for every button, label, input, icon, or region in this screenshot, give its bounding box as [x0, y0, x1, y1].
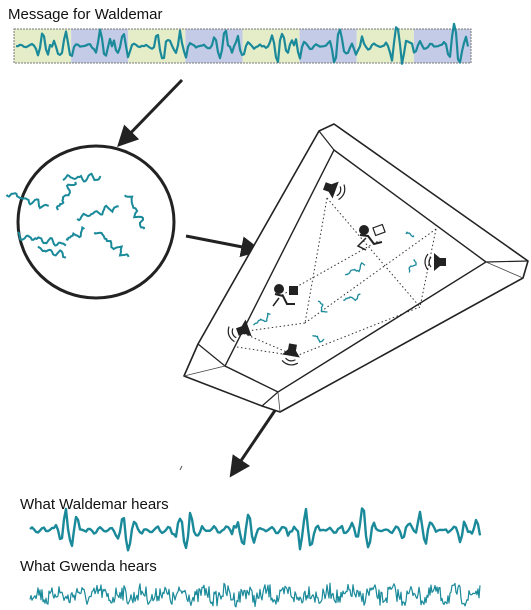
message-title: Message for Waldemar	[8, 6, 163, 23]
wave-fragment	[62, 172, 102, 183]
wave-fragment	[55, 181, 78, 211]
wave-fragment	[17, 231, 67, 247]
speaker-icon	[322, 181, 346, 201]
wave-fragment	[37, 245, 67, 259]
wave-fragment	[5, 192, 50, 210]
room-waveform	[405, 231, 415, 238]
person-with-laptop-icon	[272, 284, 298, 307]
sound-paths	[236, 197, 437, 357]
gwenda-waveform	[29, 582, 481, 608]
message-bar	[13, 22, 472, 65]
speaker-icon	[227, 319, 252, 343]
speaker-icon	[424, 253, 446, 271]
person-with-laptop-icon	[356, 223, 386, 251]
arrow-to-room	[185, 234, 263, 258]
gwenda-hears-label: What Gwenda hears	[20, 558, 157, 575]
waldemar-hears-label: What Waldemar hears	[20, 496, 169, 513]
speaker-icon	[281, 343, 300, 366]
wave-fragment	[124, 194, 146, 230]
arrow-to-output	[229, 405, 280, 478]
room-waveform	[408, 259, 417, 273]
wave-fragments	[5, 172, 146, 259]
waldemar-waveform	[29, 507, 482, 552]
wave-fragment	[93, 231, 130, 258]
room-waveforms	[253, 231, 417, 343]
message-waveform	[15, 22, 470, 65]
room-illustration	[183, 123, 529, 413]
room-waveform	[344, 262, 366, 276]
room-waveform	[343, 293, 361, 302]
wave-fragment	[76, 204, 119, 222]
circle-of-wave-fragments	[5, 144, 176, 300]
room-waveform	[312, 335, 325, 343]
arrow-to-circle	[117, 78, 184, 148]
room-waveform	[253, 312, 271, 326]
room-waveform	[317, 300, 328, 313]
wave-fragment	[65, 225, 85, 241]
